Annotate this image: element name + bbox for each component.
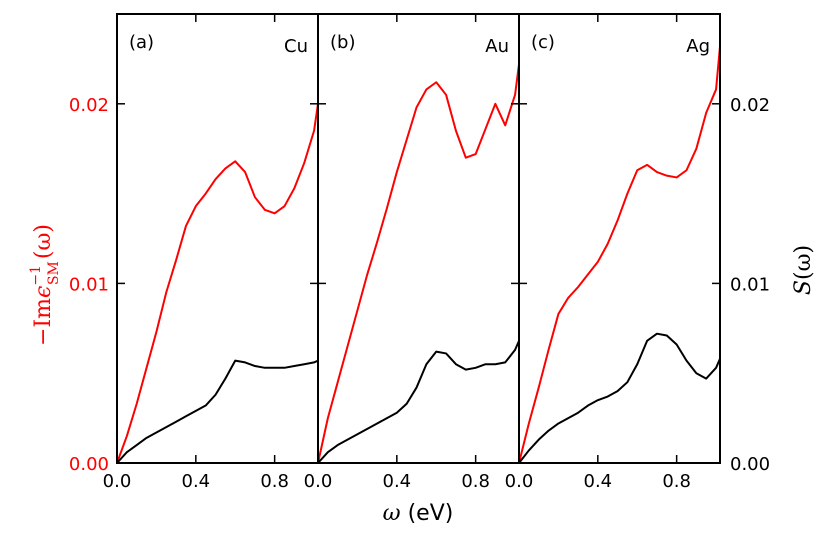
panel-frame — [317, 13, 520, 464]
metal-label: Ag — [686, 36, 710, 57]
panel-label: (b) — [330, 32, 355, 53]
y-axis-label-left: −Imϵ−1 SM(ω) — [28, 224, 62, 346]
panel-frame — [518, 13, 721, 464]
panel-cu: 0.0 0.4 0.8 (a) Cu — [103, 13, 319, 492]
y-tick-label-left: 0.02 — [69, 95, 109, 116]
series-line-s-omega — [116, 359, 319, 464]
y-axis-label-right: S(ω) — [791, 245, 816, 295]
xlabel-unit: (eV) — [408, 501, 454, 526]
series-line-im-eps — [518, 46, 721, 464]
x-tick-label: 0.4 — [383, 471, 412, 492]
panel-frame — [116, 13, 319, 464]
series-line-s-omega — [518, 332, 721, 464]
y-tick-label-left: 0.01 — [69, 274, 109, 295]
ylabel-left-sup: −1 — [28, 265, 44, 286]
panels-layer: 0.0 0.4 0.8 (a) Cu 0.0 0.4 0.8 (b) Au 0.0 0.4 0.8 (c)… — [69, 13, 770, 492]
y-tick-label-right: 0.00 — [730, 454, 770, 475]
xlabel-symbol: ω — [383, 501, 401, 526]
ylabel-left-arg: (ω) — [31, 224, 56, 259]
series-line-s-omega — [317, 340, 520, 464]
x-tick-label: 0.0 — [505, 471, 534, 492]
x-tick-label: 0.4 — [182, 471, 211, 492]
y-tick-label-left: 0.00 — [69, 454, 109, 475]
x-tick-label: 0.8 — [260, 471, 289, 492]
panel-ag: 0.0 0.4 0.8 (c) Ag — [505, 13, 721, 492]
series-line-im-eps — [317, 64, 520, 464]
metal-label: Au — [485, 36, 509, 57]
panel-label: (c) — [531, 32, 555, 53]
x-tick-label: 0.0 — [103, 471, 132, 492]
ylabel-right-arg: (ω) — [791, 245, 816, 280]
x-tick-label: 0.0 — [304, 471, 333, 492]
series-line-im-eps — [116, 103, 319, 464]
ylabel-left-eps: ϵ — [31, 286, 56, 298]
x-tick-label: 0.8 — [461, 471, 490, 492]
ylabel-left-sub: SM — [46, 261, 62, 285]
ylabel-left-prefix: −Im — [31, 298, 56, 346]
y-tick-label-right: 0.01 — [730, 274, 770, 295]
ylabel-right-sym: S — [791, 280, 816, 295]
x-tick-label: 0.4 — [584, 471, 613, 492]
y-tick-label-right: 0.02 — [730, 95, 770, 116]
x-tick-label: 0.8 — [662, 471, 691, 492]
x-axis-label: ω (eV) — [383, 501, 454, 526]
panel-au: 0.0 0.4 0.8 (b) Au — [304, 13, 520, 492]
panel-label: (a) — [129, 32, 154, 53]
metal-label: Cu — [284, 36, 308, 57]
